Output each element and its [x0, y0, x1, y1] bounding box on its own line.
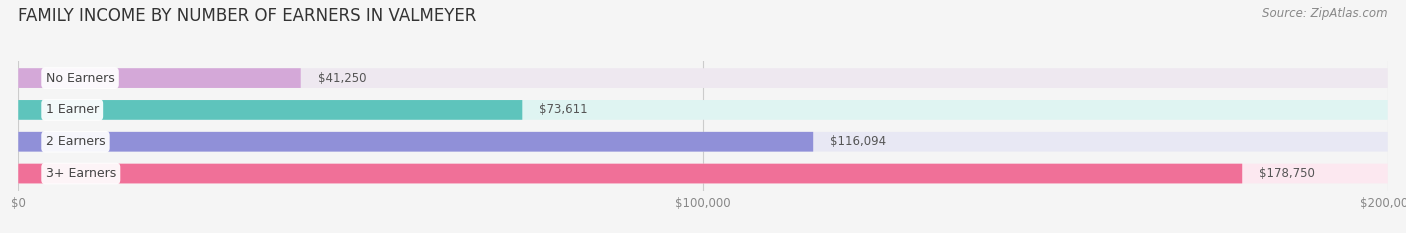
- FancyBboxPatch shape: [18, 164, 1243, 183]
- Text: 3+ Earners: 3+ Earners: [45, 167, 115, 180]
- Text: $116,094: $116,094: [831, 135, 886, 148]
- FancyBboxPatch shape: [18, 132, 813, 152]
- FancyBboxPatch shape: [18, 68, 301, 88]
- Text: 2 Earners: 2 Earners: [45, 135, 105, 148]
- Text: Source: ZipAtlas.com: Source: ZipAtlas.com: [1263, 7, 1388, 20]
- FancyBboxPatch shape: [18, 68, 1388, 88]
- FancyBboxPatch shape: [18, 100, 1388, 120]
- Text: $178,750: $178,750: [1260, 167, 1315, 180]
- Text: FAMILY INCOME BY NUMBER OF EARNERS IN VALMEYER: FAMILY INCOME BY NUMBER OF EARNERS IN VA…: [18, 7, 477, 25]
- Text: 1 Earner: 1 Earner: [45, 103, 98, 116]
- FancyBboxPatch shape: [18, 100, 522, 120]
- Text: $41,250: $41,250: [318, 72, 367, 85]
- FancyBboxPatch shape: [18, 164, 1388, 183]
- Text: $73,611: $73,611: [540, 103, 588, 116]
- FancyBboxPatch shape: [18, 132, 1388, 152]
- Text: No Earners: No Earners: [45, 72, 114, 85]
